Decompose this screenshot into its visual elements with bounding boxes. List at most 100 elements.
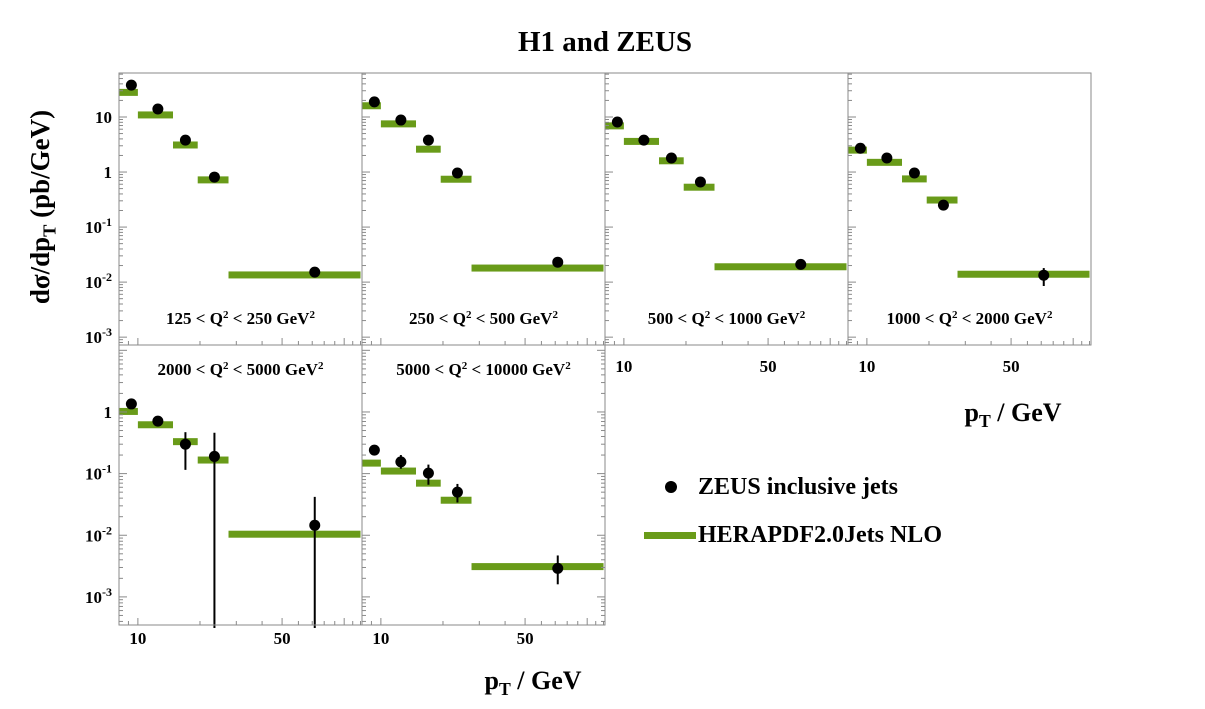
data-point [368,96,380,108]
panel-2: 250 < Q2 < 500 GeV2 [361,72,606,346]
theory-band [440,175,472,183]
x-tick-label: 50 [1003,357,1020,376]
data-point [451,167,463,179]
theory-band [228,530,361,538]
x-axis-label-text: p [484,666,499,695]
theory-band [957,270,1090,278]
data-point [795,258,807,270]
y-tick-label: 10-1 [85,215,112,237]
panel-frame [118,344,363,626]
y-tick-label: 10-1 [85,462,112,484]
panel-frame [604,72,849,346]
data-point [694,176,706,188]
panel-3: 10 50 500 < Q2 < 1000 GeV2 [604,72,849,376]
y-tick-label: 10-3 [85,585,112,607]
panel-1: 10 1 10-1 10-2 10-3 125 < Q2 < 250 GeV2 [85,72,363,347]
panel-q2-label: 2000 < Q2 < 5000 GeV2 [158,360,324,379]
theory-band-icon [644,531,696,539]
x-tick-label: 50 [274,629,291,648]
panel-frame [847,72,1092,346]
theory-band [902,175,927,183]
x-axis-label-bottom-row: pT / GeV [383,666,683,700]
theory-band [119,88,138,96]
legend-label-data: ZEUS inclusive jets [698,473,899,500]
y-tick-label: 10-3 [85,325,112,347]
data-point [125,79,137,91]
theory-band [228,271,361,279]
panel-q2-label: 5000 < Q2 < 10000 GeV2 [396,360,571,379]
data-point [611,116,623,128]
x-tick-label: 10 [372,629,389,648]
data-point [881,152,893,164]
data-point [208,450,220,462]
y-axis-label: dσ/dpT (pb/GeV) [25,42,61,372]
panel-q2-label: 500 < Q2 < 1000 GeV2 [648,309,806,328]
data-point [179,438,191,450]
figure-title: H1 and ZEUS [517,26,693,58]
panel-q2-label: 1000 < Q2 < 2000 GeV2 [887,309,1053,328]
theory-band [471,563,604,571]
theory-band [362,459,381,467]
legend-item-theory: HERAPDF2.0Jets NLO [644,511,942,559]
panel-6: 10 50 5000 < Q2 < 10000 GeV2 [361,344,606,648]
data-point [395,114,407,126]
data-point [422,467,434,479]
y-tick-label: 1 [104,403,113,422]
data-point [937,199,949,211]
data-point-icon [665,481,677,493]
data-point [309,519,321,531]
theory-band [137,111,174,119]
legend: ZEUS inclusive jets HERAPDF2.0Jets NLO [644,463,942,559]
data-point [422,134,434,146]
x-tick-label: 10 [615,357,632,376]
data-point [908,167,920,179]
data-point [1038,269,1050,281]
panel-5: 1 10-1 10-2 10-3 10 50 2000 < Q2 < 5000 GeV2 [85,344,363,648]
y-axis-label-sub: T [39,224,60,237]
panel-4: 10 50 1000 < Q2 < 2000 GeV2 [847,72,1092,376]
data-point [638,134,650,146]
data-point [152,103,164,115]
data-point [395,456,407,468]
panel-frame [361,344,606,626]
y-tick-label: 1 [104,163,113,182]
x-axis-label-units: / GeV [510,666,582,695]
data-point [665,152,677,164]
data-point [451,486,463,498]
y-tick-label: 10-2 [85,270,112,292]
y-axis-label-text: dσ/dp [25,236,55,305]
data-point [309,266,321,278]
y-tick-label: 10 [95,108,112,127]
panel-q2-label: 125 < Q2 < 250 GeV2 [166,309,315,328]
x-tick-label: 10 [858,357,875,376]
y-axis-label-units: (pb/GeV) [25,109,55,225]
x-axis-label-sub: T [498,679,511,700]
x-axis-label-sub: T [978,411,991,432]
x-tick-label: 50 [517,629,534,648]
theory-band [471,264,604,272]
theory-band [119,407,138,415]
theory-band [714,263,847,271]
data-point [125,398,137,410]
x-tick-label: 10 [129,629,146,648]
data-point [208,171,220,183]
data-point [552,256,564,268]
x-axis-label-text: p [964,398,979,427]
theory-band [440,496,472,504]
legend-item-data: ZEUS inclusive jets [644,463,942,511]
data-point [368,444,380,456]
data-point [152,415,164,427]
data-point [552,562,564,574]
theory-band [380,467,417,475]
panel-q2-label: 250 < Q2 < 500 GeV2 [409,309,558,328]
x-tick-label: 50 [760,357,777,376]
y-tick-label: 10-2 [85,523,112,545]
data-point [854,142,866,154]
data-point [179,134,191,146]
legend-label-theory: HERAPDF2.0Jets NLO [698,521,942,548]
theory-band [416,145,441,153]
legend-marker-cell [644,481,698,493]
panel-frame [361,72,606,346]
